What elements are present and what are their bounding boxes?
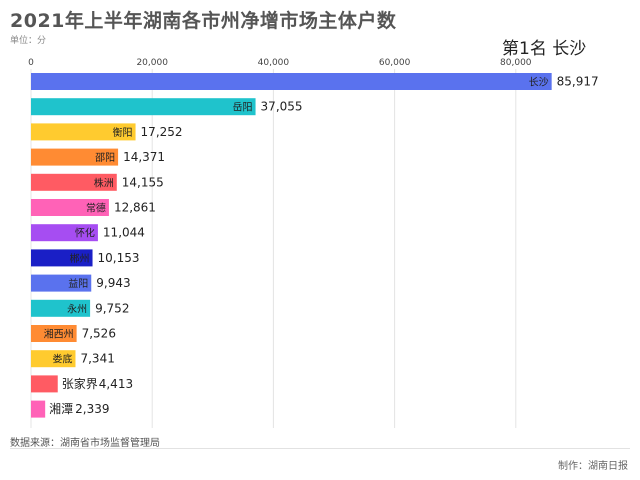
bar — [31, 98, 256, 116]
bar-value-label: 2,339 — [75, 402, 109, 416]
bar-category-label: 湘潭 — [49, 401, 73, 416]
footer-divider — [10, 448, 630, 449]
bar — [31, 274, 92, 292]
bar — [31, 224, 98, 242]
bar-category-label: 永州 — [67, 302, 87, 315]
bar-value-label: 85,917 — [557, 75, 599, 89]
bar-value-label: 9,752 — [95, 301, 129, 315]
bar-category-label: 怀化 — [75, 227, 95, 240]
x-tick-label: 0 — [28, 58, 34, 68]
bar-value-label: 7,526 — [82, 327, 116, 341]
bar — [31, 123, 136, 141]
bar-value-label: 11,044 — [103, 226, 145, 240]
bar-category-label: 郴州 — [70, 252, 90, 265]
bar — [31, 299, 91, 317]
bar-value-label: 9,943 — [96, 276, 130, 290]
bar-value-label: 14,155 — [122, 175, 164, 189]
bar-value-label: 10,153 — [98, 251, 140, 265]
bar — [31, 350, 76, 368]
bar-value-label: 14,371 — [123, 150, 165, 164]
bar-category-label: 湘西州 — [44, 328, 74, 341]
x-tick-label: 20,000 — [136, 58, 168, 68]
bar-chart: 0 20,000 40,000 60,000 80,000 长沙 85,917 岳阳 37,05… — [28, 58, 599, 428]
bar — [31, 249, 93, 267]
bar-value-label: 17,252 — [141, 125, 183, 139]
bar-value-label: 4,413 — [99, 377, 133, 391]
unit-label: 单位：分 — [10, 36, 47, 46]
bar — [31, 73, 552, 90]
bar — [31, 148, 119, 166]
credit: 制作：湖南日报 — [558, 461, 628, 472]
x-tick-label: 80,000 — [500, 58, 532, 68]
bar-category-label: 邵阳 — [95, 152, 115, 164]
bar-value-label: 7,341 — [80, 352, 114, 366]
chart-title: 2021年上半年湖南各市州净增市场主体户数 — [10, 10, 397, 32]
bar-value-label: 12,861 — [114, 201, 156, 215]
bar-category-label: 娄底 — [52, 353, 72, 366]
bar-category-label: 益阳 — [68, 277, 88, 290]
bar — [31, 400, 46, 418]
bar — [31, 199, 109, 216]
rank-label: 第1名 长沙 — [502, 39, 587, 59]
bar — [31, 325, 77, 342]
bar-category-label: 常德 — [86, 202, 106, 215]
bar-category-label: 岳阳 — [233, 102, 253, 114]
bar-value-label: 37,055 — [261, 100, 303, 114]
bar-category-label: 张家界 — [62, 376, 98, 391]
bar — [31, 173, 117, 191]
x-tick-label: 40,000 — [258, 58, 290, 68]
bar-category-label: 株洲 — [94, 176, 114, 189]
data-source: 数据来源：湖南省市场监督管理局 — [10, 438, 160, 449]
bar — [31, 375, 58, 393]
bar-category-label: 衡阳 — [113, 127, 133, 139]
x-tick-label: 60,000 — [379, 58, 411, 68]
bar-category-label: 长沙 — [529, 77, 549, 89]
